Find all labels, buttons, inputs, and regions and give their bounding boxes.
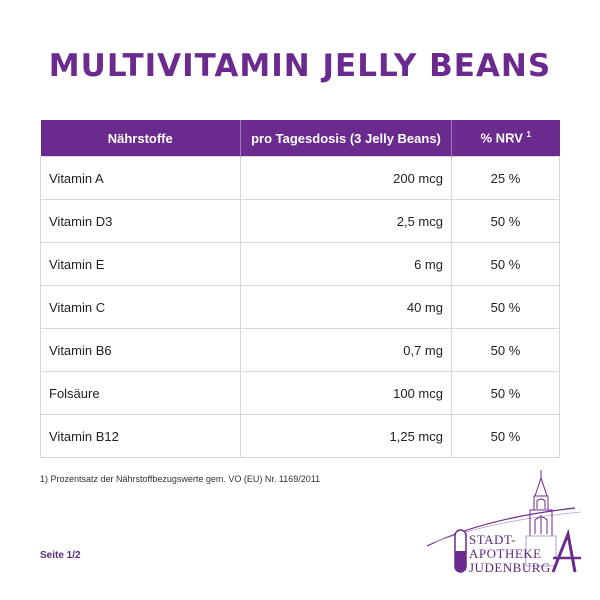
table-row: Folsäure 100 mcg 50 % — [40, 371, 560, 415]
nutrient-nrv: 50 % — [451, 242, 560, 286]
table-row: Vitamin B12 1,25 mcg 50 % — [40, 414, 560, 458]
nutrient-amount: 6 mg — [240, 242, 452, 286]
nutrient-amount: 2,5 mcg — [240, 199, 452, 243]
nutrient-amount: 0,7 mg — [240, 328, 452, 372]
table-row: Vitamin E 6 mg 50 % — [40, 242, 560, 286]
page-title: MULTIVITAMIN JELLY BEANS — [48, 48, 552, 84]
header-nrv-label: % NRV — [480, 130, 523, 146]
nutrient-name: Folsäure — [40, 371, 241, 415]
logo-line-apotheke: APOTHEKE — [469, 546, 542, 561]
nutrient-nrv: 50 % — [451, 285, 560, 329]
header-nrv: % NRV 1 — [451, 120, 560, 157]
table-row: Vitamin D3 2,5 mcg 50 % — [40, 199, 560, 243]
table-row: Vitamin B6 0,7 mg 50 % — [40, 328, 560, 372]
nutrient-name: Vitamin B12 — [40, 414, 241, 458]
pharmacy-logo: STADT- APOTHEKE JUDENBURG — [425, 468, 585, 580]
nutrient-name: Vitamin A — [40, 156, 241, 200]
table-row: Vitamin C 40 mg 50 % — [40, 285, 560, 329]
footnote-marker: 1 — [526, 130, 531, 140]
table-header-row: Nährstoffe pro Tagesdosis (3 Jelly Beans… — [40, 120, 560, 157]
nutrient-name: Vitamin C — [40, 285, 241, 329]
table-row: Vitamin A 200 mcg 25 % — [40, 156, 560, 200]
footnote: 1) Prozentsatz der Nährstoffbezugswerte … — [40, 474, 321, 484]
logo-line-judenburg: JUDENBURG — [469, 560, 551, 575]
nutrient-name: Vitamin B6 — [40, 328, 241, 372]
nutrient-nrv: 50 % — [451, 328, 560, 372]
church-tower-icon — [426, 470, 582, 573]
nutrient-amount: 40 mg — [240, 285, 452, 329]
nutrient-nrv: 50 % — [451, 414, 560, 458]
header-tagesdosis: pro Tagesdosis (3 Jelly Beans) — [240, 120, 452, 157]
nutrient-amount: 100 mcg — [240, 371, 452, 415]
nutrient-amount: 1,25 mcg — [240, 414, 452, 458]
nutrient-table: Nährstoffe pro Tagesdosis (3 Jelly Beans… — [40, 120, 560, 458]
nutrient-nrv: 50 % — [451, 371, 560, 415]
header-naehrstoffe: Nährstoffe — [40, 120, 241, 157]
logo-line-stadt: STADT- — [469, 532, 516, 547]
nutrient-amount: 200 mcg — [240, 156, 452, 200]
nutrient-nrv: 50 % — [451, 199, 560, 243]
nutrient-name: Vitamin D3 — [40, 199, 241, 243]
nutrient-nrv: 25 % — [451, 156, 560, 200]
page-indicator: Seite 1/2 — [40, 550, 81, 561]
nutrient-name: Vitamin E — [40, 242, 241, 286]
